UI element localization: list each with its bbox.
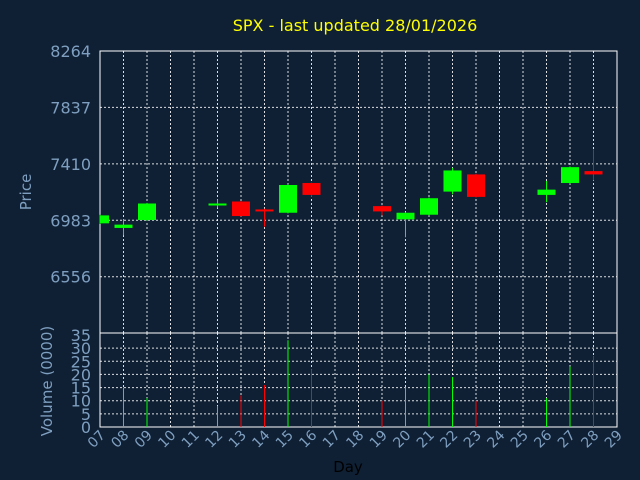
- day-tick-label: 22: [437, 428, 461, 452]
- volume-tick-label: 15: [71, 379, 91, 398]
- day-tick-label: 20: [390, 428, 414, 452]
- volume-tick-label: 5: [81, 405, 91, 424]
- day-tick-label: 26: [531, 427, 555, 451]
- volume-tick-label: 30: [71, 339, 91, 358]
- day-tick-labels: 07 08 09 10 11 12 13 14 15 16 17 18 19 20 21 22 23 24 25 26…: [85, 427, 626, 451]
- candle-body: [302, 183, 321, 195]
- candle-body: [255, 209, 274, 212]
- candle-body: [467, 174, 485, 197]
- price-tick-labels: 8264 7837 7410 6983 6556: [50, 42, 91, 287]
- price-axis-label: Price: [17, 174, 35, 211]
- candle-body: [443, 170, 462, 192]
- volume-bars: [123, 340, 594, 427]
- candle-body: [100, 215, 109, 224]
- volume-panel-frame: [99, 332, 618, 428]
- candle-body: [396, 212, 415, 220]
- day-tick-label: 15: [273, 428, 297, 452]
- price-tick-label: 7837: [50, 98, 91, 117]
- price-tick-label: 8264: [50, 42, 91, 61]
- day-tick-label: 23: [461, 428, 485, 452]
- candle-body: [208, 203, 227, 206]
- candle-body: [537, 189, 556, 195]
- day-tick-label: 28: [578, 428, 602, 452]
- candles: [99, 149, 603, 238]
- day-tick-label: 19: [367, 428, 391, 452]
- day-tick-label: 25: [508, 428, 532, 452]
- candle-body: [373, 206, 391, 212]
- price-tick-label: 6556: [50, 268, 91, 287]
- day-tick-label: 13: [226, 428, 250, 452]
- day-tick-label: 11: [179, 428, 203, 452]
- day-tick-label: 10: [155, 428, 179, 452]
- day-tick-label: 17: [320, 428, 344, 452]
- day-tick-label: 16: [296, 427, 320, 451]
- day-tick-label: 29: [602, 428, 626, 452]
- candle-body: [420, 198, 438, 215]
- candle-body: [584, 171, 603, 175]
- chart-title: SPX - last updated 28/01/2026: [233, 16, 478, 35]
- candle-body: [279, 184, 297, 213]
- volume-tick-label: 0: [81, 418, 91, 437]
- volume-tick-label: 10: [71, 392, 91, 411]
- day-tick-label: 21: [414, 428, 438, 452]
- price-tick-label: 7410: [50, 155, 91, 174]
- candle-body: [232, 201, 250, 217]
- candle-body: [138, 203, 156, 221]
- day-tick-label: 09: [132, 428, 156, 452]
- candle-body: [561, 167, 579, 184]
- volume-tick-label: 20: [71, 365, 91, 384]
- volume-tick-label: 35: [71, 326, 91, 345]
- price-tick-label: 6983: [50, 211, 91, 230]
- candle-body: [114, 224, 133, 228]
- volume-axis-label: Volume (0000): [38, 326, 56, 436]
- day-tick-label: 18: [343, 428, 367, 452]
- day-tick-label: 24: [484, 427, 508, 451]
- x-axis-label: Day: [333, 458, 363, 476]
- volume-grid: [99, 333, 618, 427]
- day-tick-label: 08: [108, 428, 132, 452]
- day-tick-label: 27: [555, 428, 579, 452]
- day-tick-label: 14: [249, 427, 273, 451]
- day-tick-label: 12: [202, 428, 226, 452]
- volume-tick-label: 25: [71, 352, 91, 371]
